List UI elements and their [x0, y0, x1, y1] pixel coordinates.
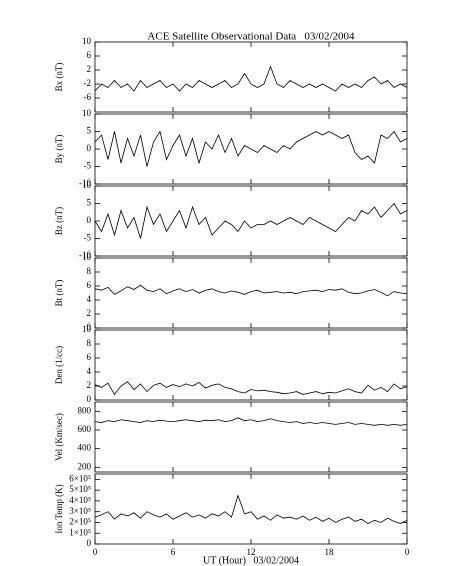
y-tick-label: 3×10⁵: [69, 506, 91, 516]
data-line: [94, 494, 408, 525]
y-axis-title: Den (1/cc): [54, 346, 64, 384]
data-line: [94, 65, 408, 92]
y-tick-label: 5: [87, 198, 92, 208]
y-tick-label: -6: [84, 92, 92, 102]
y-tick-label: -10: [79, 250, 91, 260]
y-tick-label: 6: [87, 352, 92, 362]
x-tick-label: 0: [405, 547, 410, 557]
y-axis-title: By (nT): [54, 135, 64, 164]
y-tick-label: 0: [87, 394, 92, 404]
x-tick-label: 6: [171, 547, 176, 557]
data-line: [94, 202, 408, 239]
data-line: [94, 130, 408, 167]
y-tick-label: 800: [78, 405, 92, 415]
data-line: [94, 417, 408, 426]
y-axis-title: Ion Temp (K): [54, 484, 64, 533]
panel-frame: [94, 185, 408, 257]
panel-frame: [94, 41, 408, 113]
y-tick-label: 4: [87, 366, 92, 376]
y-tick-label: 1×10⁵: [69, 527, 91, 537]
y-tick-label: 2: [87, 380, 92, 390]
y-tick-label: 600: [78, 424, 92, 434]
y-tick-label: 4×10⁵: [69, 495, 91, 505]
data-line: [94, 381, 408, 396]
y-tick-label: 5×10⁵: [69, 484, 91, 494]
y-axis-title: Bz (nT): [54, 207, 64, 235]
y-tick-label: 8: [87, 266, 92, 276]
y-axis-title: Bx (nT): [54, 63, 64, 92]
y-tick-label: 0: [87, 538, 92, 548]
y-tick-label: 10: [82, 180, 92, 190]
x-tick-label: 18: [325, 547, 335, 557]
x-tick-label: 12: [247, 547, 256, 557]
y-axis-title: Vel (Km/sec): [54, 413, 64, 461]
y-tick-label: 2×10⁵: [69, 517, 91, 527]
y-tick-label: 10: [82, 108, 92, 118]
data-line: [94, 284, 408, 297]
y-tick-label: 6: [87, 280, 92, 290]
panel-frame: [94, 473, 408, 545]
y-tick-label: -5: [84, 161, 92, 171]
y-tick-label: 10: [82, 252, 92, 262]
y-tick-label: -2: [84, 78, 92, 88]
y-tick-label: 5: [87, 126, 92, 136]
y-tick-label: 4: [87, 294, 92, 304]
y-tick-label: 400: [78, 443, 92, 453]
y-tick-label: 6×10⁵: [69, 473, 91, 483]
y-tick-label: 0: [87, 322, 92, 332]
chart-title: ACE Satellite Observational Data 03/02/2…: [147, 31, 355, 43]
y-tick-label: 8: [87, 338, 92, 348]
x-tick-label: 0: [93, 547, 98, 557]
y-tick-label: 2: [87, 308, 92, 318]
y-tick-label: 0: [87, 143, 92, 153]
x-axis-title: UT (Hour) 03/02/2004: [203, 555, 299, 566]
y-tick-label: 0: [87, 215, 92, 225]
y-tick-label: -5: [84, 233, 92, 243]
y-tick-label: 10: [82, 36, 92, 46]
y-tick-label: 2: [87, 64, 92, 74]
y-axis-title: Bt (nT): [54, 280, 64, 307]
y-tick-label: 10: [82, 324, 92, 334]
panel-frame: [94, 401, 408, 473]
y-tick-label: 6: [87, 50, 92, 60]
y-tick-label: -10: [79, 178, 91, 188]
y-tick-label: 200: [78, 461, 92, 471]
